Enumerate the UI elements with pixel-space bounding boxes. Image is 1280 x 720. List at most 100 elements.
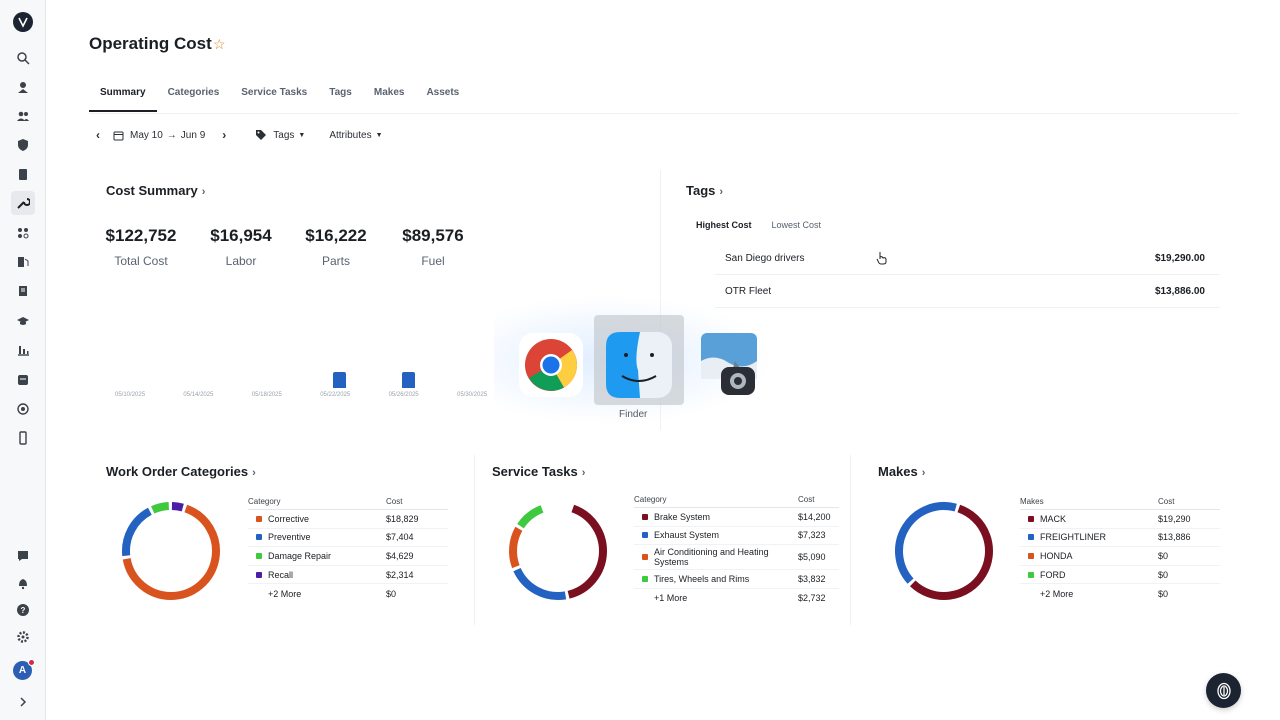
donut-segment[interactable] bbox=[513, 567, 567, 600]
x-tick-label: 05/14/2025 bbox=[183, 392, 214, 398]
legend-row[interactable]: Recall $2,314 bbox=[248, 566, 448, 585]
app-dock: Finder bbox=[494, 295, 774, 425]
legend-swatch bbox=[256, 571, 262, 578]
cost-bar[interactable] bbox=[401, 372, 415, 388]
fingerprint-assistant-button[interactable] bbox=[1206, 673, 1241, 708]
tag-name: OTR Fleet bbox=[725, 285, 772, 297]
tab-assets[interactable]: Assets bbox=[426, 87, 460, 98]
users-icon[interactable] bbox=[13, 106, 33, 126]
legend-row[interactable]: Exhaust System $7,323 bbox=[634, 527, 839, 546]
avatar-initial: A bbox=[18, 665, 27, 676]
donut-segment[interactable] bbox=[517, 505, 544, 529]
tag-icon bbox=[256, 130, 267, 140]
gear-icon[interactable] bbox=[13, 627, 33, 647]
tag-value: $13,886.00 bbox=[1154, 285, 1205, 297]
preview-icon[interactable] bbox=[694, 330, 764, 400]
donut-segment[interactable] bbox=[509, 526, 523, 569]
legend-row[interactable]: Corrective $18,829 bbox=[248, 510, 448, 529]
donut-segment[interactable] bbox=[122, 507, 152, 557]
legend-row[interactable]: +2 More $0 bbox=[248, 584, 448, 603]
donut-segment[interactable] bbox=[122, 504, 220, 600]
legend-row[interactable]: Damage Repair $4,629 bbox=[248, 547, 448, 566]
form-icon[interactable] bbox=[13, 370, 33, 390]
tab-summary[interactable]: Summary bbox=[89, 80, 157, 112]
x-tick-label: 05/22/2025 bbox=[320, 392, 351, 398]
sidebar: ? A bbox=[0, 0, 46, 720]
logo[interactable] bbox=[13, 12, 33, 32]
map-pin-icon[interactable] bbox=[13, 77, 33, 97]
tab-lowest-cost[interactable]: Lowest Cost bbox=[771, 220, 822, 230]
attributes-filter-label: Attributes bbox=[329, 129, 372, 141]
table-row[interactable]: OTR Fleet $13,886.00 bbox=[715, 275, 1220, 308]
metric-parts-value: $16,222 bbox=[305, 226, 367, 245]
legend-row[interactable]: MACK $19,290 bbox=[1020, 510, 1220, 529]
star-icon[interactable]: ☆ bbox=[213, 36, 226, 52]
fuel-icon[interactable] bbox=[13, 252, 33, 272]
tab-tags[interactable]: Tags bbox=[329, 87, 352, 98]
donut-segment[interactable] bbox=[171, 502, 184, 512]
metric-total-label: Total Cost bbox=[114, 254, 168, 268]
target-icon[interactable] bbox=[13, 399, 33, 419]
tags-filter-button[interactable]: Tags ▼ bbox=[255, 129, 305, 141]
donut-segment[interactable] bbox=[909, 504, 993, 600]
legend-swatch bbox=[642, 595, 648, 601]
legend-row[interactable]: Brake System $14,200 bbox=[634, 508, 839, 527]
search-icon[interactable] bbox=[13, 48, 33, 68]
metric-parts-label: Parts bbox=[321, 254, 350, 268]
graduation-cap-icon[interactable] bbox=[13, 311, 33, 331]
legend-row[interactable]: FREIGHTLINER $13,886 bbox=[1020, 529, 1220, 548]
mobile-icon[interactable] bbox=[13, 428, 33, 448]
legend-row[interactable]: HONDA $0 bbox=[1020, 547, 1220, 566]
legend-swatch bbox=[1028, 534, 1034, 541]
document-icon[interactable] bbox=[13, 281, 33, 301]
shield-icon[interactable] bbox=[13, 135, 33, 155]
legend-row[interactable]: +1 More $2,732 bbox=[634, 589, 839, 608]
legend-row[interactable]: Preventive $7,404 bbox=[248, 529, 448, 548]
chat-icon[interactable] bbox=[13, 546, 33, 566]
work-order-categories-title[interactable]: Work Order Categories › bbox=[106, 464, 256, 479]
cost-bar[interactable] bbox=[333, 372, 347, 388]
legend-row[interactable]: Air Conditioning and Heating Systems $5,0… bbox=[634, 545, 839, 571]
legend-row[interactable]: Tires, Wheels and Rims $3,832 bbox=[634, 570, 839, 589]
next-period-button[interactable]: › bbox=[222, 128, 227, 142]
previous-period-button[interactable]: ‹ bbox=[96, 128, 100, 142]
table-row[interactable]: San Diego drivers $19,290.00 bbox=[715, 242, 1220, 275]
legend-category: MACK bbox=[1040, 513, 1067, 524]
tab-highest-cost[interactable]: Highest Cost bbox=[696, 220, 752, 230]
date-range-picker[interactable]: May 10 → Jun 9 bbox=[113, 130, 205, 141]
legend-swatch bbox=[1028, 571, 1034, 578]
bell-icon[interactable] bbox=[13, 573, 33, 593]
bar-chart-icon[interactable] bbox=[13, 340, 33, 360]
legend-category: Damage Repair bbox=[268, 550, 332, 561]
donut-segment[interactable] bbox=[895, 502, 957, 584]
makes-title[interactable]: Makes › bbox=[878, 464, 925, 479]
cost-summary-title[interactable]: Cost Summary › bbox=[106, 183, 205, 198]
tab-makes[interactable]: Makes bbox=[373, 87, 405, 98]
service-tasks-title[interactable]: Service Tasks › bbox=[492, 464, 585, 479]
legend-cost: $0 bbox=[1158, 588, 1169, 599]
fingerprint-icon bbox=[1216, 682, 1231, 699]
wrench-icon[interactable] bbox=[11, 191, 35, 215]
donut-segment[interactable] bbox=[567, 504, 607, 599]
donut-segment[interactable] bbox=[151, 502, 170, 514]
metric-fuel-value: $89,576 bbox=[402, 226, 464, 245]
legend-cost: $13,886 bbox=[1158, 532, 1191, 543]
legend-cost: $2,732 bbox=[798, 593, 826, 604]
page-title: Operating Cost bbox=[89, 34, 212, 53]
finder-icon[interactable] bbox=[604, 330, 674, 400]
tags-card-title[interactable]: Tags › bbox=[686, 183, 723, 198]
chevron-right-icon[interactable] bbox=[13, 692, 33, 712]
legend-row[interactable]: FORD $0 bbox=[1020, 566, 1220, 585]
legend-col-category: Makes bbox=[1020, 497, 1044, 506]
clipboard-icon[interactable] bbox=[13, 164, 33, 184]
hand-cursor-icon bbox=[876, 252, 887, 265]
legend-row[interactable]: +2 More $0 bbox=[1020, 584, 1220, 603]
chrome-icon[interactable] bbox=[516, 330, 586, 400]
tab-service-tasks[interactable]: Service Tasks bbox=[241, 87, 308, 98]
avatar[interactable]: A bbox=[13, 659, 35, 680]
attributes-filter-button[interactable]: Attributes ▼ bbox=[329, 130, 382, 141]
parts-icon[interactable] bbox=[13, 223, 33, 243]
legend-category: +2 More bbox=[1040, 588, 1074, 599]
tab-categories[interactable]: Categories bbox=[167, 87, 220, 98]
help-icon[interactable]: ? bbox=[13, 600, 33, 620]
